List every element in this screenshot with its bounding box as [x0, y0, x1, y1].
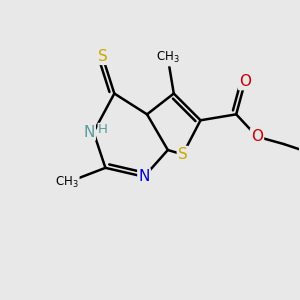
Text: S: S — [98, 49, 107, 64]
Text: CH$_3$: CH$_3$ — [156, 50, 180, 65]
Text: O: O — [251, 129, 263, 144]
Text: N: N — [83, 125, 95, 140]
Text: S: S — [178, 147, 188, 162]
Text: N: N — [138, 169, 150, 184]
Text: H: H — [98, 123, 108, 136]
Text: CH$_3$: CH$_3$ — [55, 175, 79, 190]
Text: O: O — [239, 74, 251, 89]
